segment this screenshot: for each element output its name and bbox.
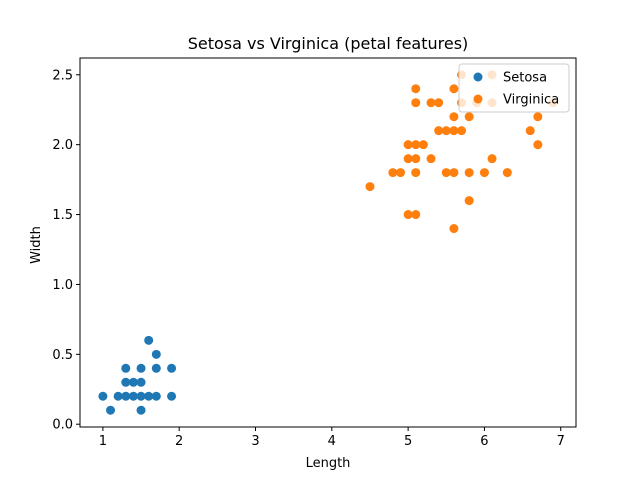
point-virginica-15 [434, 126, 444, 136]
point-setosa-0 [98, 391, 108, 401]
point-virginica-13 [426, 154, 436, 164]
legend: Setosa Virginica [458, 63, 570, 113]
legend-box [458, 63, 570, 113]
point-setosa-16 [151, 349, 161, 359]
point-virginica-14 [426, 98, 436, 108]
point-virginica-21 [449, 126, 459, 136]
points-layer [98, 70, 558, 415]
point-setosa-2 [113, 391, 123, 401]
point-virginica-22 [449, 112, 459, 122]
y-tick-label: 0.0 [52, 418, 73, 433]
point-virginica-38 [533, 112, 543, 122]
point-setosa-18 [167, 363, 177, 373]
y-tick-label: 2.0 [52, 138, 73, 153]
y-tick-label: 0.5 [52, 348, 73, 363]
x-axis-ticks: 1 2 3 4 5 6 7 [99, 427, 565, 449]
point-virginica-9 [411, 140, 421, 150]
point-virginica-35 [502, 168, 512, 178]
point-virginica-3 [403, 210, 413, 220]
point-setosa-17 [167, 391, 177, 401]
point-virginica-12 [418, 140, 428, 150]
x-tick-label: 4 [328, 434, 336, 449]
point-virginica-18 [441, 126, 451, 136]
point-virginica-4 [403, 154, 413, 164]
point-virginica-8 [411, 154, 421, 164]
point-virginica-11 [411, 84, 421, 94]
point-virginica-1 [388, 168, 398, 178]
point-virginica-29 [464, 112, 474, 122]
x-tick-label: 2 [175, 434, 183, 449]
point-setosa-5 [121, 363, 131, 373]
x-tick-label: 5 [404, 434, 412, 449]
chart-title: Setosa vs Virginica (petal features) [188, 34, 469, 53]
point-virginica-16 [434, 98, 444, 108]
point-setosa-6 [128, 391, 138, 401]
legend-marker-virginica [473, 94, 483, 104]
x-tick-label: 6 [480, 434, 488, 449]
legend-label-setosa: Setosa [503, 71, 547, 86]
point-virginica-6 [411, 210, 421, 220]
point-virginica-5 [403, 140, 413, 150]
point-virginica-10 [411, 98, 421, 108]
point-setosa-3 [121, 391, 131, 401]
point-setosa-13 [144, 335, 154, 345]
y-tick-label: 1.5 [52, 208, 73, 223]
point-virginica-31 [479, 168, 489, 178]
x-tick-label: 3 [251, 434, 259, 449]
point-setosa-9 [136, 391, 146, 401]
point-setosa-14 [151, 391, 161, 401]
point-virginica-36 [525, 126, 535, 136]
point-setosa-7 [128, 377, 138, 387]
y-tick-label: 1.0 [52, 278, 73, 293]
point-virginica-37 [533, 140, 543, 150]
legend-marker-setosa [473, 72, 483, 82]
point-setosa-10 [136, 377, 146, 387]
x-tick-label: 1 [99, 434, 107, 449]
point-virginica-0 [365, 182, 375, 192]
plot-frame [79, 57, 577, 428]
point-virginica-28 [464, 168, 474, 178]
point-virginica-23 [449, 84, 459, 94]
point-virginica-32 [487, 154, 497, 164]
y-axis-label: Width [29, 226, 44, 264]
point-setosa-12 [144, 391, 154, 401]
point-virginica-27 [464, 196, 474, 206]
point-setosa-11 [136, 363, 146, 373]
x-axis-label: Length [306, 456, 351, 471]
x-tick-label: 7 [557, 434, 565, 449]
point-virginica-7 [411, 168, 421, 178]
point-setosa-15 [151, 363, 161, 373]
y-axis-ticks: 0.0 0.5 1.0 1.5 2.0 2.5 [52, 68, 80, 433]
point-setosa-4 [121, 377, 131, 387]
point-virginica-17 [441, 168, 451, 178]
point-setosa-1 [106, 405, 116, 415]
point-setosa-8 [136, 405, 146, 415]
legend-label-virginica: Virginica [503, 93, 559, 108]
point-virginica-2 [395, 168, 405, 178]
point-virginica-20 [449, 168, 459, 178]
point-virginica-19 [449, 224, 459, 234]
y-tick-label: 2.5 [52, 68, 73, 83]
point-virginica-24 [457, 126, 467, 136]
